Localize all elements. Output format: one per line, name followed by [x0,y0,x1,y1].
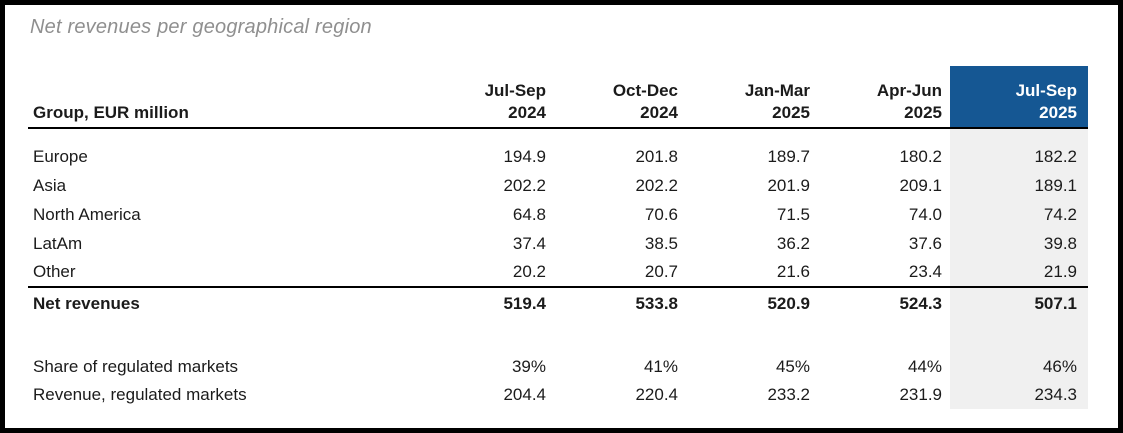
cell-value: 524.3 [899,293,942,313]
column-header-oct-dec-2024: Oct-Dec 2024 [554,66,686,129]
cell-value: 231.9 [899,385,942,404]
table-row-asia: Asia 202.2 202.2 201.9 209.1 189.1 [28,171,1088,200]
cell-value: 194.9 [503,146,546,166]
cell-value: 233.2 [767,385,810,404]
cell-value: 189.7 [767,146,810,166]
cell-value: 71.5 [776,204,810,224]
cell-value: 37.4 [512,233,546,253]
row-label: North America [33,204,141,224]
cell-value: 64.8 [512,204,546,224]
cell-value: 38.5 [644,233,678,253]
cell-value: 533.8 [635,293,678,313]
table-row-net-revenues-total: Net revenues 519.4 533.8 520.9 524.3 507… [28,287,1088,319]
cell-value: 70.6 [644,204,678,224]
cell-value: 209.1 [899,175,942,195]
cell-value-highlighted: 21.9 [950,258,1088,288]
row-label: Share of regulated markets [33,356,239,376]
row-label: Other [28,258,422,288]
cell-value-highlighted: 189.1 [950,171,1088,200]
cell-value-highlighted: 39.8 [950,229,1088,258]
table-row-latam: LatAm 37.4 38.5 36.2 37.6 39.8 [28,229,1088,258]
row-label: Europe [33,146,88,166]
cell-value: 39% [511,356,546,376]
cell-value: 36.2 [776,233,810,253]
table-row-share-regulated-markets: Share of regulated markets 39% 41% 45% 4… [28,352,1088,381]
cell-value-highlighted: 182.2 [950,142,1088,171]
cell-value: 202.2 [635,175,678,195]
cell-value: 180.2 [899,146,942,166]
table-row-europe: Europe 194.9 201.8 189.7 180.2 182.2 [28,142,1088,171]
spacer-row [28,128,1088,142]
table-row-north-america: North America 64.8 70.6 71.5 74.0 74.2 [28,200,1088,229]
cell-value: 201.9 [767,175,810,195]
row-label: Revenue, regulated markets [33,385,247,404]
column-header-jan-mar-2025: Jan-Mar 2025 [686,66,818,129]
cell-value: 20.2 [422,258,554,288]
table-row-other: Other 20.2 20.7 21.6 23.4 21.9 [28,258,1088,288]
row-label: LatAm [33,233,83,253]
cell-value: 37.6 [908,233,942,253]
cell-value-highlighted: 74.2 [950,200,1088,229]
cell-value-highlighted: 46% [950,352,1088,381]
row-label: Asia [33,175,67,195]
cell-value: 20.7 [554,258,686,288]
cell-value: 74.0 [908,204,942,224]
cell-value: 23.4 [818,258,950,288]
row-header-group-eur-million: Group, EUR million [28,66,422,129]
cell-value: 202.2 [503,175,546,195]
header-row: Group, EUR million Jul-Sep 2024 Oct-Dec … [28,66,1088,129]
cell-value-highlighted: 234.3 [950,381,1088,409]
cell-value: 204.4 [503,385,546,404]
cell-value: 519.4 [503,293,546,313]
cell-value-highlighted: 507.1 [950,287,1088,319]
cell-value: 41% [643,356,678,376]
table-row-revenue-regulated-markets: Revenue, regulated markets 204.4 220.4 2… [28,381,1088,409]
page-title: Net revenues per geographical region [30,16,372,38]
column-header-jul-sep-2024: Jul-Sep 2024 [422,66,554,129]
cell-value: 45% [775,356,810,376]
row-label: Net revenues [33,293,140,313]
cell-value: 220.4 [635,385,678,404]
cell-value: 520.9 [767,293,810,313]
spacer-row [28,319,1088,352]
net-revenues-table: Group, EUR million Jul-Sep 2024 Oct-Dec … [28,66,1088,409]
cell-value: 201.8 [635,146,678,166]
cell-value: 44% [907,356,942,376]
cell-value: 21.6 [686,258,818,288]
column-header-jul-sep-2025-highlighted: Jul-Sep 2025 [950,66,1088,129]
highlight-column-cell [950,319,1088,352]
highlight-column-cell [950,128,1088,142]
column-header-apr-jun-2025: Apr-Jun 2025 [818,66,950,129]
